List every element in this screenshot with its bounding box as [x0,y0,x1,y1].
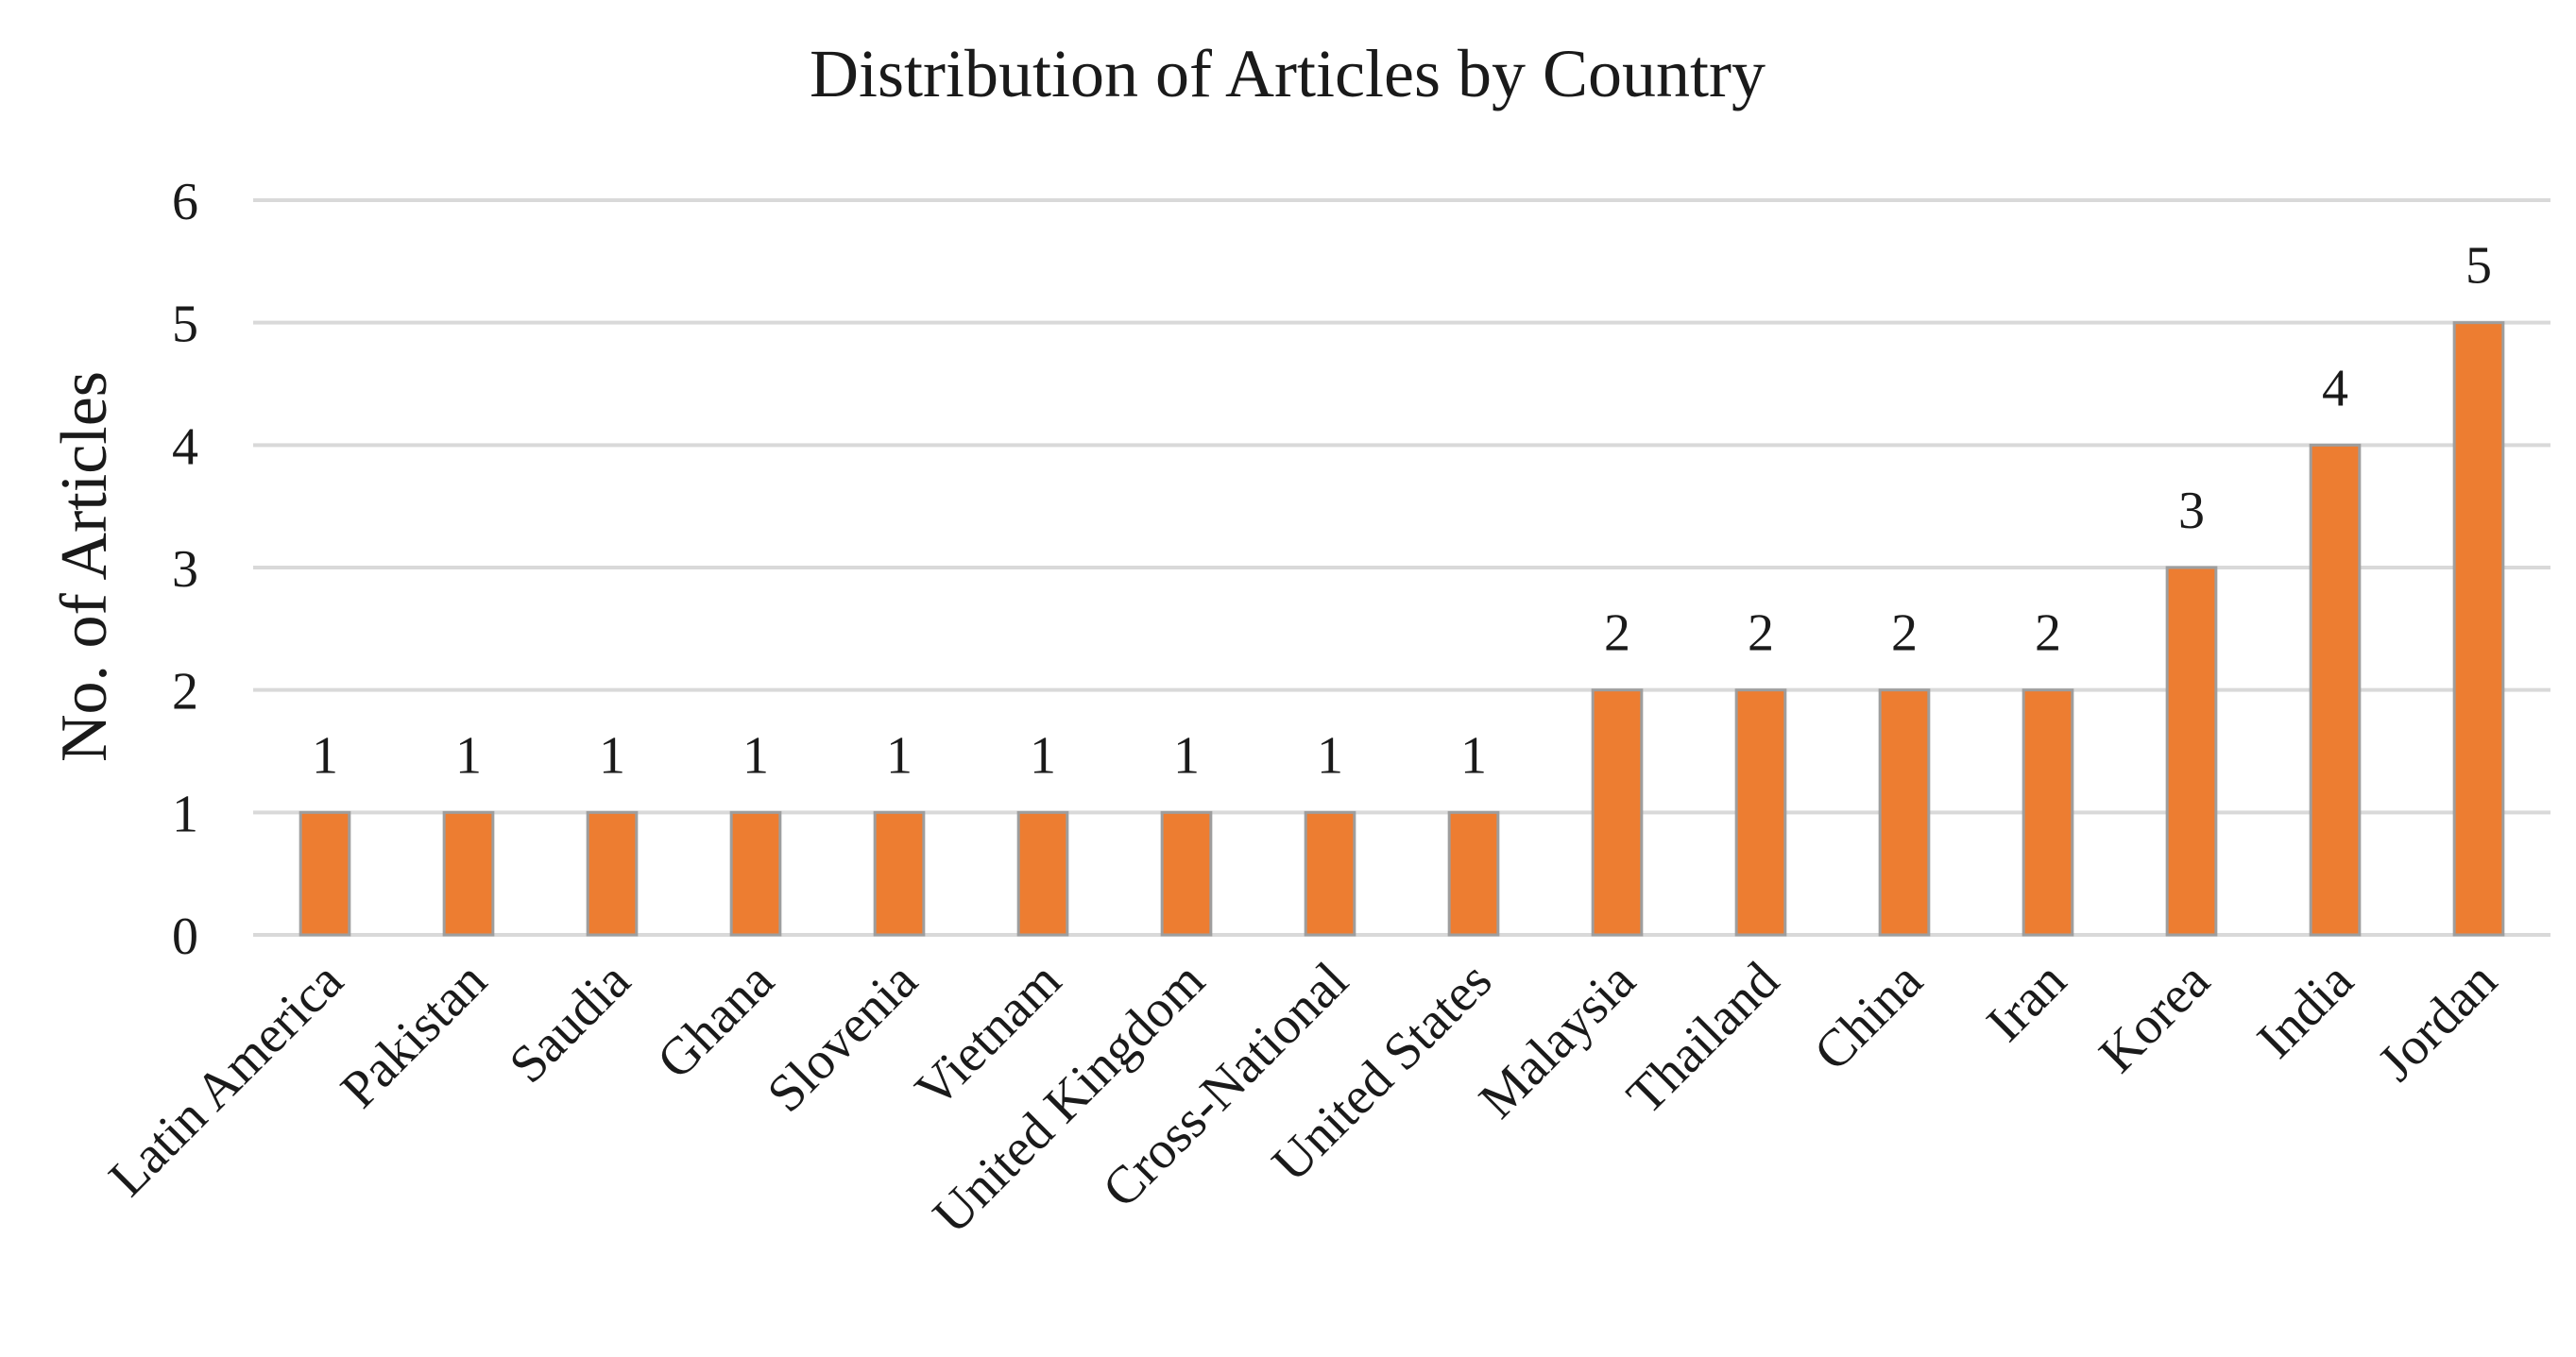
category-label: India [2246,951,2364,1069]
category-label: Iran [1976,951,2078,1053]
bar [1016,810,1069,937]
bar [442,810,495,937]
bar [1160,810,1213,937]
category-label: Malaysia [1468,951,1646,1129]
bar [1447,810,1500,937]
data-label: 2 [1891,604,1918,663]
bars [299,321,2505,937]
bar [1591,688,1644,937]
category-label: Pakistan [330,951,498,1119]
y-tick-label: 3 [172,540,198,599]
data-label: 2 [2035,604,2061,663]
data-label: 1 [742,726,769,785]
data-label: 1 [312,726,338,785]
y-tick-label: 1 [172,785,198,843]
bar [1304,810,1356,937]
bar [2309,443,2362,937]
data-label: 1 [1317,726,1343,785]
bar [2022,688,2074,937]
y-tick-label: 6 [172,173,198,231]
y-axis-label: No. of Articles [48,371,121,762]
data-label: 1 [599,726,625,785]
data-label: 2 [1748,604,1774,663]
y-tick-labels: 0 1 2 3 4 5 6 [172,173,198,966]
category-label: Slovenia [757,951,930,1124]
category-label: China [1803,951,1935,1082]
y-tick-label: 4 [172,417,198,476]
category-label: Thailand [1616,951,1791,1126]
category-label: Jordan [2367,951,2508,1092]
bar [1734,688,1787,937]
category-label: Latin America [98,951,355,1208]
data-label: 3 [2178,482,2205,540]
data-label: 1 [1030,726,1056,785]
data-label: 1 [1173,726,1200,785]
data-label: 1 [455,726,482,785]
data-label: 1 [1460,726,1487,785]
y-tick-label: 5 [172,296,198,354]
bar [586,810,639,937]
bar [1878,688,1931,937]
bar [2452,321,2505,937]
bar [2165,566,2218,937]
y-tick-label: 0 [172,907,198,966]
bar [729,810,782,937]
category-label: Korea [2089,951,2222,1084]
category-label: Cross-National [1092,951,1360,1219]
bar [299,810,351,937]
data-label: 2 [1604,604,1630,663]
category-label: Ghana [646,951,785,1090]
chart-title: Distribution of Articles by Country [810,36,1766,111]
data-label: 5 [2465,237,2492,296]
bar [873,810,926,937]
data-labels: 1 1 1 1 1 1 1 1 1 2 2 2 2 3 4 5 [312,237,2492,786]
data-label: 1 [886,726,913,785]
y-tick-label: 2 [172,663,198,721]
data-label: 4 [2322,359,2348,417]
category-label: Saudia [499,951,642,1094]
